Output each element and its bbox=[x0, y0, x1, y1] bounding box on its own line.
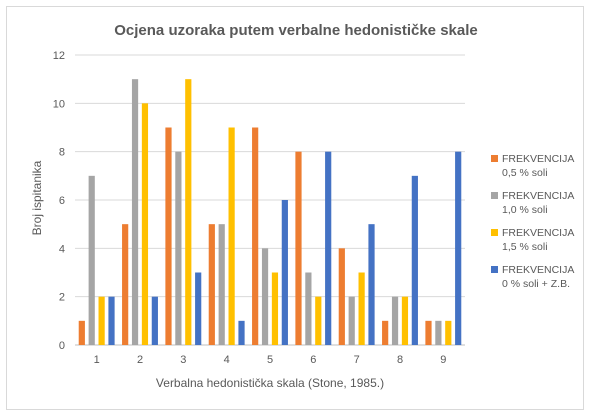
y-tick-label: 6 bbox=[59, 195, 65, 207]
bar bbox=[131, 79, 139, 346]
bar bbox=[281, 200, 288, 345]
legend: FREKVENCIJA 0,5 % soli FREKVENCIJA 1,0 % so… bbox=[491, 153, 574, 290]
bar bbox=[252, 127, 259, 345]
bar bbox=[411, 175, 418, 345]
bar bbox=[122, 224, 129, 345]
bar bbox=[165, 127, 172, 345]
x-tick-label: 6 bbox=[310, 354, 316, 366]
x-tick-label: 7 bbox=[354, 354, 360, 366]
y-tick-label: 4 bbox=[59, 243, 65, 255]
bar bbox=[261, 248, 269, 345]
legend-swatch bbox=[491, 155, 498, 162]
bar bbox=[78, 320, 85, 345]
x-tick-label: 4 bbox=[224, 354, 230, 366]
bar bbox=[185, 79, 192, 346]
bar bbox=[358, 272, 365, 345]
bar bbox=[315, 296, 322, 345]
y-tick-label: 0 bbox=[59, 340, 65, 352]
x-axis-label: Verbalna hedonistička skala (Stone, 1985… bbox=[156, 376, 384, 390]
legend-label: 0 % soli + Z.B. bbox=[502, 278, 570, 290]
bar bbox=[295, 151, 302, 345]
bar bbox=[108, 296, 115, 345]
bar bbox=[368, 224, 375, 345]
bar bbox=[455, 151, 462, 345]
chart-svg: Ocjena uzoraka putem verbalne hedonistič… bbox=[30, 22, 574, 390]
y-tick-label: 8 bbox=[59, 147, 65, 159]
y-tick-label: 2 bbox=[59, 292, 65, 304]
bar bbox=[195, 272, 202, 345]
x-tick-label: 9 bbox=[440, 354, 446, 366]
x-tick-label: 3 bbox=[180, 354, 186, 366]
bar bbox=[88, 175, 95, 345]
legend-label: FREKVENCIJA bbox=[502, 227, 574, 239]
bar bbox=[445, 320, 452, 345]
chart-title: Ocjena uzoraka putem verbalne hedonistič… bbox=[114, 22, 477, 39]
bar bbox=[271, 272, 279, 345]
legend-label: FREKVENCIJA bbox=[502, 153, 574, 165]
bar bbox=[151, 296, 158, 345]
bar bbox=[228, 127, 235, 345]
legend-label: 0,5 % soli bbox=[502, 167, 548, 179]
bar bbox=[401, 296, 409, 345]
bar bbox=[338, 248, 345, 345]
legend-label: FREKVENCIJA bbox=[502, 264, 574, 276]
bar bbox=[98, 296, 105, 345]
y-tick-label: 10 bbox=[53, 98, 65, 110]
legend-swatch bbox=[491, 192, 498, 199]
bar bbox=[238, 320, 245, 345]
x-tick-label: 5 bbox=[267, 354, 273, 366]
legend-swatch bbox=[491, 266, 498, 273]
bar bbox=[208, 224, 215, 345]
bar bbox=[175, 151, 182, 345]
grid-layer bbox=[75, 54, 465, 346]
x-tick-label: 8 bbox=[397, 354, 403, 366]
y-axis-label: Broj ispitanika bbox=[30, 160, 44, 235]
legend-label: FREKVENCIJA bbox=[502, 190, 574, 202]
bar bbox=[382, 320, 389, 345]
x-tick-label: 2 bbox=[137, 354, 143, 366]
bar bbox=[348, 296, 355, 345]
bars-layer bbox=[78, 79, 462, 346]
legend-label: 1,5 % soli bbox=[502, 241, 548, 253]
legend-label: 1,0 % soli bbox=[502, 204, 548, 216]
bar bbox=[325, 151, 332, 345]
x-tick-label: 1 bbox=[94, 354, 100, 366]
bar bbox=[305, 272, 312, 345]
bar bbox=[425, 320, 432, 345]
bar bbox=[391, 296, 399, 345]
y-tick-label: 12 bbox=[53, 50, 65, 62]
bar bbox=[435, 320, 442, 345]
bar bbox=[141, 103, 149, 345]
chart-frame: Ocjena uzoraka putem verbalne hedonistič… bbox=[6, 6, 584, 410]
legend-swatch bbox=[491, 229, 498, 236]
bar bbox=[218, 224, 225, 345]
